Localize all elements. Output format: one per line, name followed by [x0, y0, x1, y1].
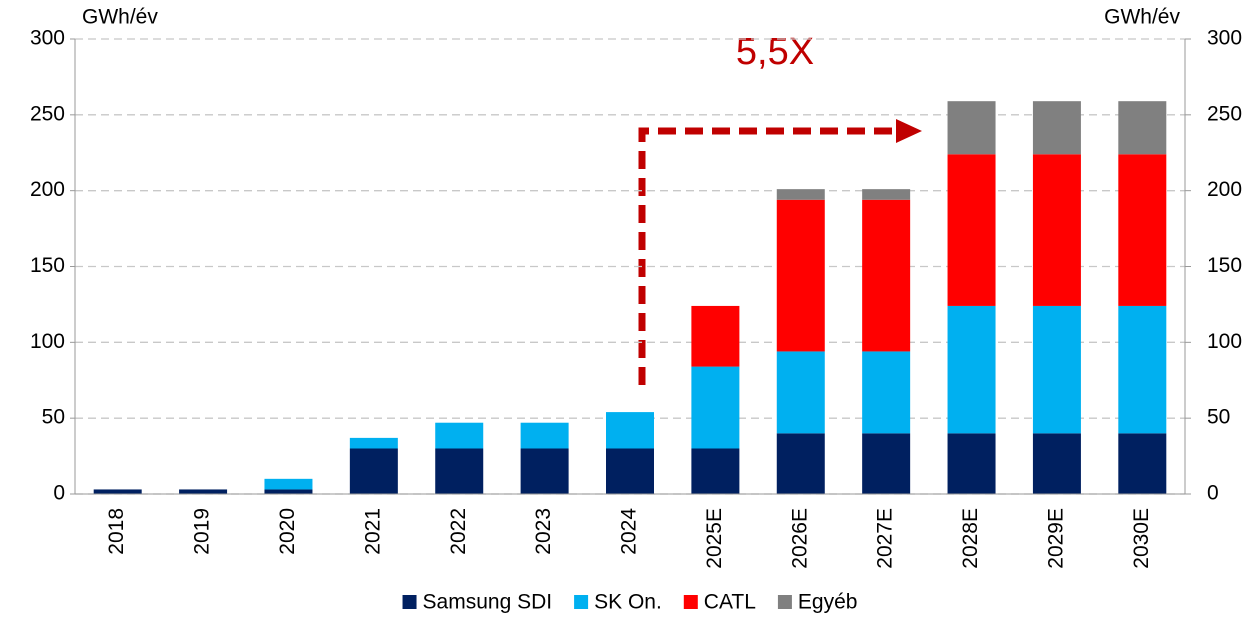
bar-segment	[435, 422, 484, 449]
y2-tick-label: 0	[1207, 482, 1219, 505]
y-tick-label: 200	[30, 178, 65, 201]
y2-tick-label: 250	[1207, 102, 1242, 125]
x-tick-label: 2021	[361, 508, 384, 555]
bar-segment	[1032, 305, 1081, 434]
bar-segment	[606, 412, 654, 449]
legend-swatch	[683, 595, 698, 609]
growth-arrow	[638, 119, 922, 385]
bar-segment	[691, 366, 740, 449]
bar-segment	[947, 101, 996, 155]
bar-segment	[947, 154, 996, 306]
bar-segment	[264, 489, 313, 494]
y-tick-label: 300	[30, 27, 65, 50]
bar-segment	[179, 489, 228, 494]
legend-swatch	[402, 595, 417, 609]
bar-segment	[349, 437, 398, 449]
bar-segment	[1118, 433, 1167, 494]
x-tick-label: 2029E	[1044, 508, 1067, 569]
x-tick-label: 2018	[105, 508, 128, 555]
x-tick-label: 2030E	[1130, 508, 1153, 569]
y2-axis-label: GWh/év	[1104, 6, 1180, 29]
bar-segment	[776, 351, 825, 434]
bar-segment	[264, 478, 313, 490]
bar-segment	[606, 448, 654, 494]
legend-label: Samsung SDI	[423, 591, 553, 614]
y2-tick-label: 200	[1207, 178, 1242, 201]
bar-segment	[691, 448, 740, 494]
bar-segment	[1118, 305, 1167, 434]
x-tick-label: 2022	[447, 508, 470, 555]
legend-swatch	[777, 595, 792, 609]
y-tick-label: 0	[53, 482, 65, 505]
x-tick-label: 2024	[618, 508, 641, 555]
legend: Samsung SDI SK On. CATL Egyéb	[402, 591, 858, 614]
bar-segment	[520, 448, 569, 494]
legend-label: SK On.	[594, 591, 662, 614]
bar-segment	[776, 199, 825, 352]
y-tick-label: 250	[30, 102, 65, 125]
bar-segment	[1032, 101, 1081, 155]
bar-segment	[862, 351, 911, 434]
bar-segment	[691, 305, 740, 367]
bar-segment	[862, 189, 911, 200]
bar-segment	[776, 433, 825, 494]
y-axis-label: GWh/év	[82, 6, 158, 29]
bar-segment	[1118, 101, 1167, 155]
bar-segment	[520, 422, 569, 449]
x-tick-label: 2027E	[874, 508, 897, 569]
bar-segment	[947, 305, 996, 434]
x-tick-label: 2019	[191, 508, 214, 555]
y2-tick-label: 50	[1207, 406, 1230, 429]
y-tick-label: 50	[42, 406, 65, 429]
y-tick-label: 150	[30, 254, 65, 277]
bar-segment	[1032, 433, 1081, 494]
annotation: 5,5X	[736, 31, 814, 73]
y2-tick-label: 150	[1207, 254, 1242, 277]
legend-swatch	[574, 595, 589, 609]
x-tick-label: 2028E	[959, 508, 982, 569]
x-tick-label: 2023	[532, 508, 555, 555]
bar-segment	[862, 433, 911, 494]
bar-segment	[1118, 154, 1167, 306]
x-tick-label: 2020	[276, 508, 299, 555]
legend-label: CATL	[704, 591, 756, 614]
bar-segment	[862, 199, 911, 352]
bar-segment	[349, 448, 398, 494]
bar-segment	[1032, 154, 1081, 306]
legend-label: Egyéb	[798, 591, 858, 614]
y-tick-label: 100	[30, 330, 65, 353]
y2-tick-label: 300	[1207, 27, 1242, 50]
y2-tick-label: 100	[1207, 330, 1242, 353]
bar-segment	[947, 433, 996, 494]
x-tick-label: 2026E	[788, 508, 811, 569]
bar-segment	[776, 189, 825, 200]
bar-segment	[435, 448, 484, 494]
bar-segment	[93, 489, 142, 494]
x-tick-label: 2025E	[703, 508, 726, 569]
